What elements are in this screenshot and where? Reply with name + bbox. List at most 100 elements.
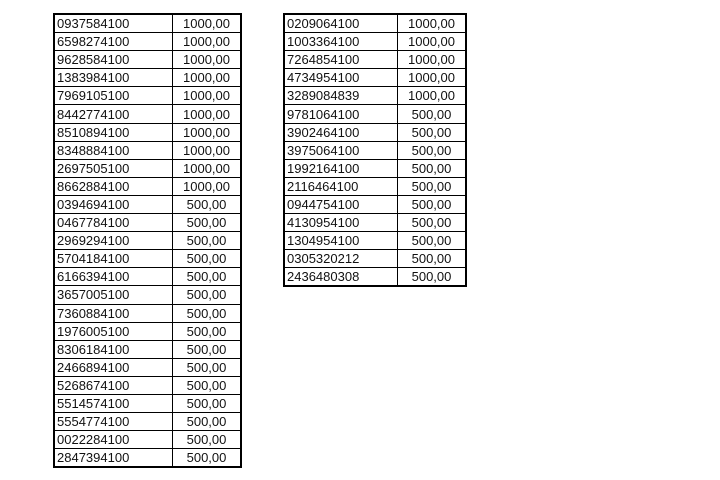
account-number-cell: 0937584100 (53, 13, 173, 34)
table-row: 7264854100 1000,00 (283, 50, 467, 70)
table-row: 6598274100 1000,00 (53, 32, 242, 52)
account-number-cell: 5268674100 (53, 375, 173, 395)
account-number-cell: 2436480308 (283, 267, 398, 287)
amount-cell: 1000,00 (397, 68, 467, 88)
account-number-cell: 0394694100 (53, 194, 173, 215)
account-number-cell: 3902464100 (283, 122, 398, 142)
table-row: 5704184100 500,00 (53, 249, 242, 269)
account-number-cell: 0022284100 (53, 430, 173, 450)
table-row: 0394694100 500,00 (53, 194, 242, 215)
account-number-cell: 1383984100 (53, 68, 173, 88)
amount-cell: 500,00 (397, 194, 467, 215)
amount-cell: 1000,00 (397, 13, 467, 34)
account-number-cell: 9628584100 (53, 50, 173, 70)
account-number-cell: 6166394100 (53, 267, 173, 287)
amount-cell: 500,00 (172, 231, 242, 251)
table-row: 2697505100 1000,00 (53, 158, 242, 178)
account-number-cell: 9781064100 (283, 104, 398, 124)
amount-cell: 500,00 (172, 357, 242, 377)
amount-cell: 1000,00 (172, 140, 242, 160)
account-number-cell: 3657005100 (53, 285, 173, 305)
table-row: 1304954100 500,00 (283, 231, 467, 251)
account-number-cell: 0305320212 (283, 249, 398, 269)
amount-cell: 500,00 (172, 194, 242, 215)
amount-cell: 500,00 (397, 231, 467, 251)
amount-cell: 1000,00 (397, 32, 467, 52)
account-number-cell: 0944754100 (283, 194, 398, 215)
table-row: 0937584100 1000,00 (53, 13, 242, 34)
account-number-cell: 3975064100 (283, 140, 398, 160)
table-row: 8510894100 1000,00 (53, 122, 242, 142)
account-number-cell: 1003364100 (283, 32, 398, 52)
table-row: 8442774100 1000,00 (53, 104, 242, 124)
account-number-cell: 7969105100 (53, 86, 173, 106)
account-number-cell: 8348884100 (53, 140, 173, 160)
table-row: 5268674100 500,00 (53, 375, 242, 395)
amount-cell: 1000,00 (172, 122, 242, 142)
amount-cell: 1000,00 (172, 158, 242, 178)
table-row: 2466894100 500,00 (53, 357, 242, 377)
account-number-cell: 5514574100 (53, 393, 173, 414)
amount-cell: 1000,00 (172, 86, 242, 106)
table-row: 2969294100 500,00 (53, 231, 242, 251)
table-row: 1383984100 1000,00 (53, 68, 242, 88)
account-number-cell: 1992164100 (283, 158, 398, 178)
table-row: 2116464100 500,00 (283, 176, 467, 196)
table-row: 5514574100 500,00 (53, 393, 242, 414)
account-number-cell: 8662884100 (53, 176, 173, 196)
amount-cell: 500,00 (397, 158, 467, 178)
amount-cell: 1000,00 (172, 104, 242, 124)
account-number-cell: 2116464100 (283, 176, 398, 196)
left-accounts-table: 0937584100 1000,00 6598274100 1000,00 962858… (53, 13, 242, 469)
table-row: 6166394100 500,00 (53, 267, 242, 287)
account-number-cell: 5554774100 (53, 412, 173, 432)
amount-cell: 500,00 (397, 267, 467, 287)
amount-cell: 500,00 (172, 249, 242, 269)
amount-cell: 500,00 (397, 249, 467, 269)
amount-cell: 1000,00 (172, 68, 242, 88)
table-row: 9781064100 500,00 (283, 104, 467, 124)
amount-cell: 500,00 (172, 412, 242, 432)
amount-cell: 500,00 (397, 140, 467, 160)
amount-cell: 1000,00 (397, 86, 467, 106)
table-row: 1992164100 500,00 (283, 158, 467, 178)
table-row: 3902464100 500,00 (283, 122, 467, 142)
amount-cell: 500,00 (397, 213, 467, 233)
account-number-cell: 2466894100 (53, 357, 173, 377)
table-row: 9628584100 1000,00 (53, 50, 242, 70)
amount-cell: 500,00 (397, 122, 467, 142)
table-row: 3657005100 500,00 (53, 285, 242, 305)
account-number-cell: 2697505100 (53, 158, 173, 178)
amount-cell: 500,00 (172, 285, 242, 305)
account-number-cell: 0467784100 (53, 213, 173, 233)
amount-cell: 500,00 (397, 176, 467, 196)
amount-cell: 1000,00 (172, 13, 242, 34)
table-row: 4130954100 500,00 (283, 213, 467, 233)
account-number-cell: 2969294100 (53, 231, 173, 251)
table-row: 3289084839 1000,00 (283, 86, 467, 106)
amount-cell: 500,00 (397, 104, 467, 124)
table-row: 8306184100 500,00 (53, 339, 242, 359)
table-row: 0944754100 500,00 (283, 194, 467, 215)
amount-cell: 1000,00 (397, 50, 467, 70)
table-row: 0305320212 500,00 (283, 249, 467, 269)
amount-cell: 1000,00 (172, 176, 242, 196)
account-number-cell: 1976005100 (53, 321, 173, 341)
table-row: 8348884100 1000,00 (53, 140, 242, 160)
table-row: 7360884100 500,00 (53, 303, 242, 323)
table-row: 5554774100 500,00 (53, 412, 242, 432)
account-number-cell: 4734954100 (283, 68, 398, 88)
table-row: 4734954100 1000,00 (283, 68, 467, 88)
account-number-cell: 8510894100 (53, 122, 173, 142)
amount-cell: 500,00 (172, 321, 242, 341)
table-row: 2847394100 500,00 (53, 448, 242, 468)
account-number-cell: 1304954100 (283, 231, 398, 251)
amount-cell: 500,00 (172, 303, 242, 323)
account-number-cell: 7360884100 (53, 303, 173, 323)
account-number-cell: 2847394100 (53, 448, 173, 468)
amount-cell: 500,00 (172, 213, 242, 233)
table-row: 0022284100 500,00 (53, 430, 242, 450)
table-row: 1976005100 500,00 (53, 321, 242, 341)
amount-cell: 500,00 (172, 448, 242, 468)
amount-cell: 500,00 (172, 339, 242, 359)
